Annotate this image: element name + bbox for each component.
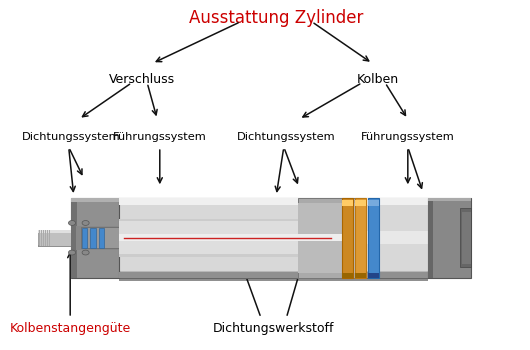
Bar: [119, 278, 428, 281]
Bar: [355, 200, 366, 206]
Bar: [71, 198, 119, 278]
Text: Ausstattung Zylinder: Ausstattung Zylinder: [189, 9, 364, 27]
Bar: [119, 205, 428, 271]
Text: Kolben: Kolben: [356, 73, 399, 86]
Bar: [46, 230, 47, 246]
Text: Dichtungssystem: Dichtungssystem: [237, 132, 335, 142]
Circle shape: [82, 220, 89, 225]
Bar: [428, 198, 471, 201]
Bar: [91, 228, 95, 247]
Bar: [38, 230, 71, 233]
Bar: [368, 273, 379, 278]
Bar: [99, 228, 103, 247]
Circle shape: [68, 250, 76, 255]
Bar: [428, 198, 433, 278]
Bar: [81, 227, 119, 248]
Bar: [82, 228, 87, 247]
Bar: [119, 198, 428, 278]
Bar: [119, 272, 428, 278]
Bar: [460, 208, 471, 267]
Bar: [428, 198, 471, 278]
Bar: [119, 234, 342, 241]
Bar: [355, 273, 366, 278]
Bar: [71, 198, 119, 202]
Text: Dichtungswerkstoff: Dichtungswerkstoff: [213, 322, 334, 335]
Bar: [43, 230, 45, 246]
Bar: [39, 230, 40, 246]
Bar: [49, 230, 50, 246]
Text: Dichtungssystem: Dichtungssystem: [22, 132, 120, 142]
Bar: [298, 203, 360, 273]
Text: Führungssystem: Führungssystem: [113, 132, 207, 142]
Bar: [47, 230, 48, 246]
Bar: [368, 198, 379, 278]
Text: Führungssystem: Führungssystem: [361, 132, 455, 142]
Bar: [119, 219, 342, 257]
Text: Kolbenstangengüte: Kolbenstangengüte: [10, 322, 131, 335]
Bar: [119, 198, 428, 205]
Bar: [119, 231, 428, 244]
Bar: [298, 198, 360, 278]
Bar: [41, 230, 42, 246]
Circle shape: [82, 250, 89, 255]
Bar: [462, 212, 471, 264]
Text: Verschluss: Verschluss: [109, 73, 175, 86]
Bar: [342, 198, 353, 278]
Bar: [38, 245, 71, 247]
Bar: [342, 273, 353, 278]
Bar: [71, 198, 77, 278]
Bar: [355, 198, 366, 278]
Circle shape: [68, 220, 76, 225]
Bar: [76, 225, 119, 250]
Bar: [38, 230, 71, 246]
Bar: [119, 221, 342, 254]
Bar: [368, 200, 379, 206]
Bar: [342, 200, 353, 206]
